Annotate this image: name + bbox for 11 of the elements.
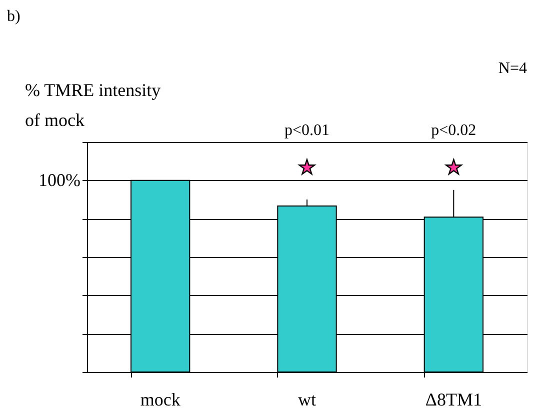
text: b) bbox=[7, 8, 20, 25]
y-tick-label: 100% bbox=[38, 170, 80, 190]
text: p<0.02 bbox=[431, 122, 476, 139]
text: p<0.01 bbox=[284, 122, 330, 139]
annotation: ★ bbox=[298, 155, 316, 179]
text: N=4 bbox=[498, 60, 527, 77]
annotation: ★ bbox=[444, 155, 463, 179]
x-tick-label: wt bbox=[298, 390, 316, 410]
y-axis-title: % TMRE intensity of mock bbox=[25, 80, 161, 130]
x-tick-label: Δ8TM1 bbox=[425, 390, 482, 410]
x-tick-label: mock bbox=[140, 390, 180, 410]
